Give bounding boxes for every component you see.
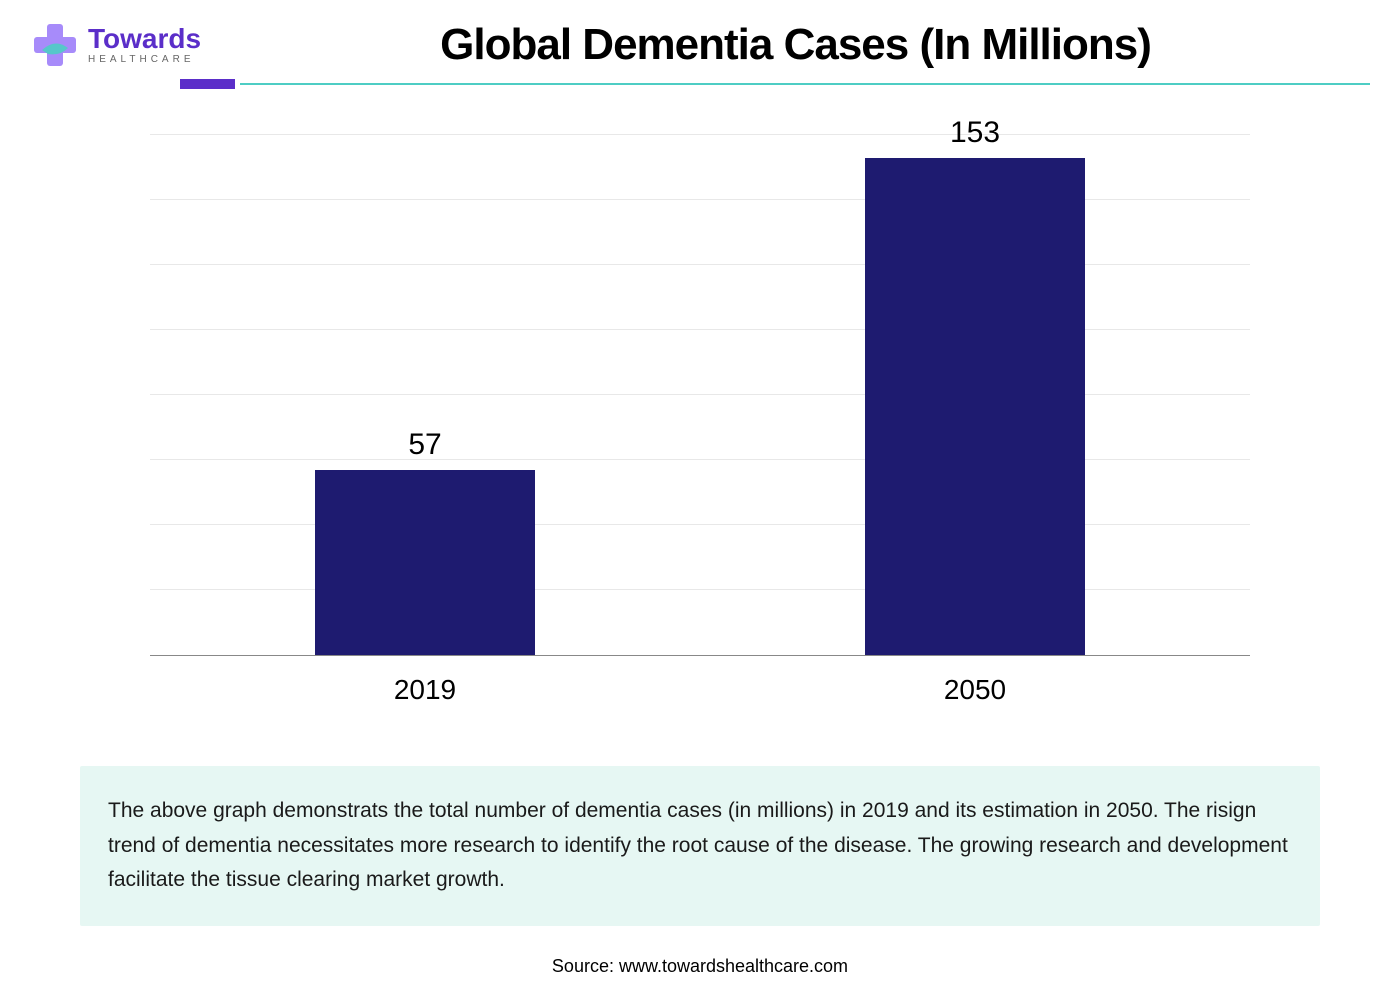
source-attribution: Source: www.towardshealthcare.com — [30, 956, 1370, 977]
x-axis: 2019 2050 — [150, 674, 1250, 706]
divider — [180, 82, 1370, 86]
bar — [315, 470, 535, 655]
bars-container: 57153 — [150, 136, 1250, 655]
bar — [865, 158, 1085, 655]
bar-chart: 57153 — [150, 136, 1250, 656]
header: Towards HEALTHCARE Global Dementia Cases… — [30, 20, 1370, 70]
logo-sub-text: HEALTHCARE — [88, 55, 201, 65]
bar-value-label: 153 — [950, 116, 1000, 150]
bar-group: 153 — [755, 116, 1195, 655]
logo-main-text: Towards — [88, 25, 201, 53]
divider-accent — [180, 79, 235, 89]
chart-title: Global Dementia Cases (In Millions) — [221, 20, 1370, 70]
title-area: Global Dementia Cases (In Millions) — [221, 20, 1370, 70]
logo: Towards HEALTHCARE — [30, 20, 201, 70]
x-axis-label: 2019 — [205, 674, 645, 706]
bar-value-label: 57 — [408, 428, 441, 462]
infographic-container: Towards HEALTHCARE Global Dementia Cases… — [0, 0, 1400, 997]
logo-icon — [30, 20, 80, 70]
x-axis-label: 2050 — [755, 674, 1195, 706]
divider-line — [240, 83, 1370, 85]
chart-area: 57153 2019 2050 — [150, 136, 1250, 706]
bar-group: 57 — [205, 428, 645, 655]
logo-text: Towards HEALTHCARE — [88, 25, 201, 65]
caption-text: The above graph demonstrats the total nu… — [108, 794, 1292, 898]
caption-box: The above graph demonstrats the total nu… — [80, 766, 1320, 926]
